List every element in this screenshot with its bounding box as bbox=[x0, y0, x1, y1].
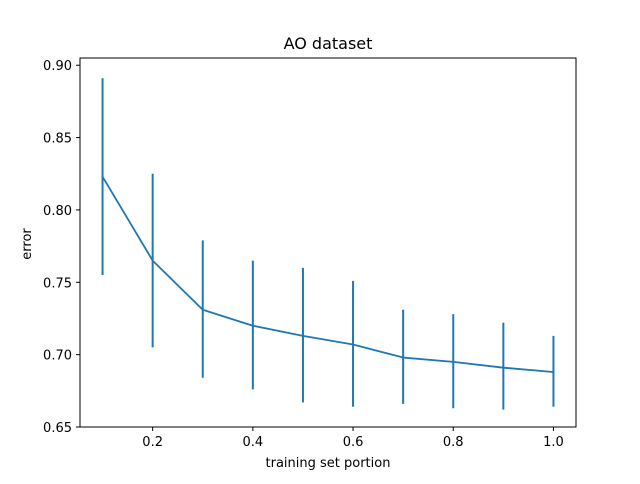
y-tick-label: 0.75 bbox=[43, 276, 72, 291]
x-tick-label: 0.4 bbox=[243, 435, 264, 450]
axes: 0.2 0.4 0.6 0.8 1.0 0.65 0.70 0.75 0.80 0.85 0.90 bbox=[43, 57, 577, 450]
chart-title: AO dataset bbox=[284, 34, 373, 53]
y-tick-label: 0.80 bbox=[43, 204, 72, 219]
x-tick-label: 0.2 bbox=[142, 435, 163, 450]
y-tick-label: 0.85 bbox=[43, 132, 72, 147]
y-tick-label: 0.70 bbox=[43, 349, 72, 364]
plot-marks bbox=[101, 78, 555, 410]
x-tick-label: 0.8 bbox=[443, 435, 464, 450]
y-tick-label: 0.65 bbox=[43, 421, 72, 436]
x-tick-label: 0.6 bbox=[343, 435, 364, 450]
y-axis-label: error bbox=[20, 228, 35, 260]
y-tick-label: 0.90 bbox=[43, 59, 72, 74]
x-tick-label: 1.0 bbox=[543, 435, 564, 450]
plot-frame bbox=[79, 57, 577, 428]
series-line bbox=[101, 175, 555, 373]
x-axis-label: training set portion bbox=[266, 456, 391, 471]
